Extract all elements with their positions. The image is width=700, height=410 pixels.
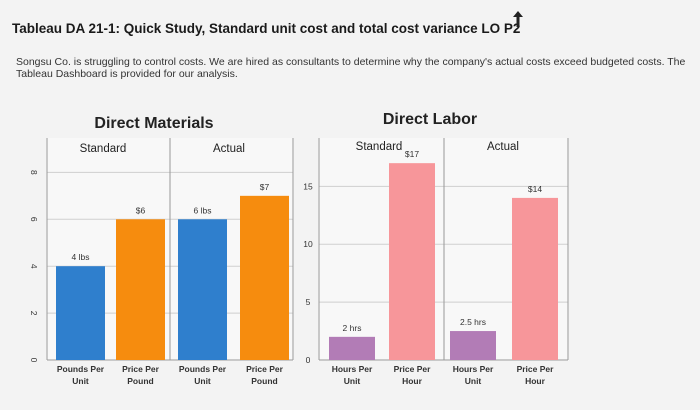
dm-bar-1 — [56, 266, 105, 360]
dl-category-label-2-line-1: Price Per — [394, 364, 432, 374]
dm-bar-4 — [240, 195, 289, 360]
dl-category-label-4-line-1: Price Per — [517, 364, 555, 374]
dl-y-tick-label: 5 — [306, 297, 311, 307]
dm-y-tick-label: 8 — [29, 170, 39, 175]
dl-bar-2 — [389, 163, 435, 360]
dl-bar-4 — [512, 197, 558, 360]
dm-bar-2 — [116, 219, 165, 360]
dm-category-label-3-line-2: Unit — [194, 376, 211, 386]
dl-category-label-2-line-2: Hour — [402, 376, 423, 386]
dm-group-label-standard: Standard — [80, 143, 127, 155]
dm-category-label-3-line-1: Pounds Per — [179, 364, 227, 374]
dm-category-label-4-line-1: Price Per — [246, 364, 284, 374]
dm-y-tick-label: 6 — [29, 217, 39, 222]
dm-y-tick-label: 4 — [29, 264, 39, 269]
dl-bar-1 — [329, 336, 375, 360]
dm-y-tick-label: 0 — [29, 358, 39, 363]
dl-category-label-1-line-2: Unit — [344, 376, 361, 386]
dl-y-tick-label: 15 — [303, 181, 313, 191]
dl-y-tick-label: 0 — [306, 355, 311, 365]
dm-data-label-2: $6 — [136, 205, 146, 215]
dl-y-tick-label: 10 — [303, 239, 313, 249]
dl-group-label-actual: Actual — [487, 141, 519, 153]
page-title: Tableau DA 21-1: Quick Study, Standard u… — [12, 21, 521, 36]
dl-chart-title: Direct Labor — [383, 111, 477, 128]
dm-category-label-2-line-1: Price Per — [122, 364, 160, 374]
dm-category-label-1-line-2: Unit — [72, 376, 89, 386]
dm-group-label-actual: Actual — [213, 143, 245, 155]
dl-data-label-3: 2.5 hrs — [460, 317, 486, 327]
dm-bar-3 — [178, 219, 227, 360]
dl-data-label-2: $17 — [405, 149, 419, 159]
dl-category-label-4-line-2: Hour — [525, 376, 546, 386]
mouse-cursor-icon — [513, 11, 523, 27]
dm-category-label-1-line-1: Pounds Per — [57, 364, 105, 374]
dm-y-tick-label: 2 — [29, 311, 39, 316]
dm-category-label-4-line-2: Pound — [251, 376, 277, 386]
dl-category-label-1-line-1: Hours Per — [332, 364, 373, 374]
dm-data-label-1: 4 lbs — [72, 252, 90, 262]
dm-data-label-4: $7 — [260, 182, 270, 192]
dm-category-label-2-line-2: Pound — [127, 376, 153, 386]
dm-data-label-3: 6 lbs — [194, 205, 212, 215]
dl-group-label-standard: Standard — [356, 141, 403, 153]
dl-category-label-3-line-2: Unit — [465, 376, 482, 386]
dl-category-label-3-line-1: Hours Per — [453, 364, 494, 374]
description-text: Songsu Co. is struggling to control cost… — [16, 56, 686, 80]
dl-data-label-1: 2 hrs — [343, 323, 362, 333]
dm-chart-title: Direct Materials — [94, 115, 213, 132]
dl-bar-3 — [450, 331, 496, 360]
dl-data-label-4: $14 — [528, 184, 542, 194]
